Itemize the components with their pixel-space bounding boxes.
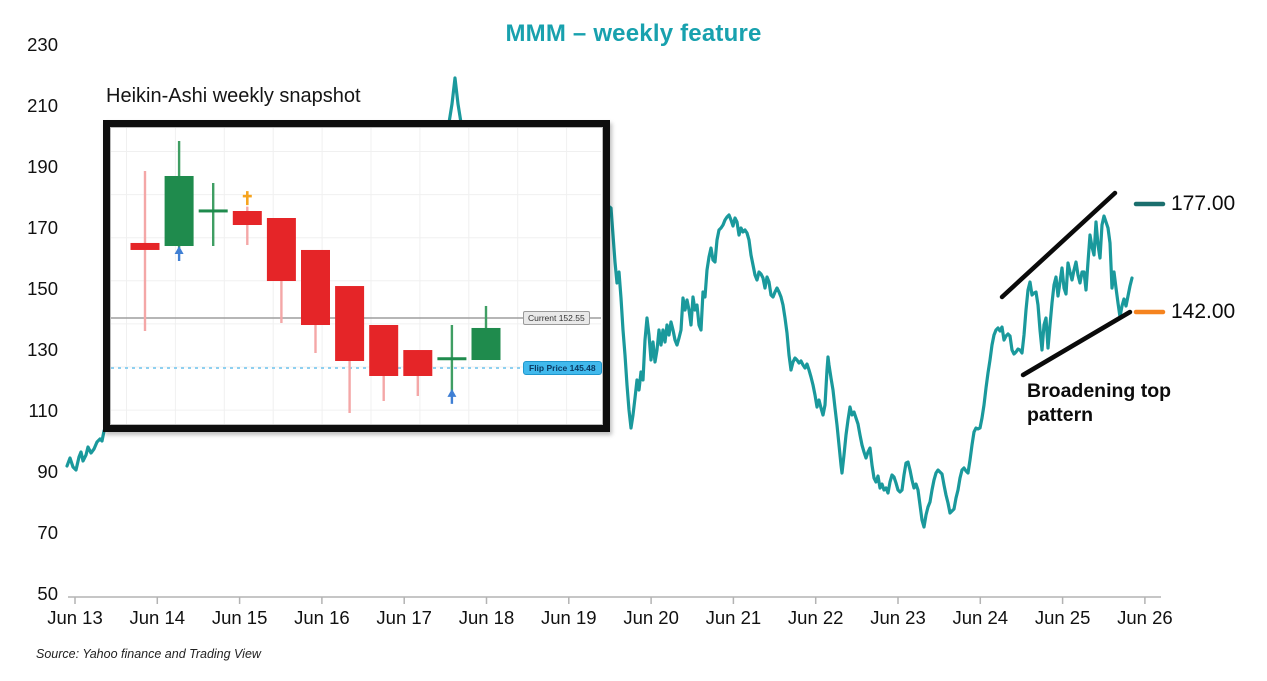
- heikin-ashi-inset-frame: [103, 120, 610, 432]
- x-tick-label: Jun 19: [541, 607, 597, 628]
- x-tick-label: Jun 18: [458, 607, 515, 628]
- x-tick-label: Jun 14: [129, 607, 186, 628]
- support-level-label: 142.00: [1171, 300, 1236, 323]
- flip-price-flag: Flip Price 145.48: [523, 361, 602, 375]
- y-tick-label: 190: [27, 155, 58, 177]
- y-tick-label: 110: [28, 399, 59, 421]
- pattern-annotation: Broadening top pattern: [1027, 379, 1171, 427]
- x-tick-label: Jun 21: [705, 607, 762, 628]
- y-tick-label: 90: [37, 460, 58, 482]
- current-price-flag: Current 152.55: [523, 311, 590, 325]
- y-tick-label: 50: [37, 582, 58, 604]
- inset-title: Heikin-Ashi weekly snapshot: [106, 85, 361, 107]
- y-tick-label: 210: [27, 94, 58, 116]
- x-tick-label: Jun 25: [1034, 607, 1091, 628]
- page-title: MMM – weekly feature: [505, 20, 762, 47]
- x-tick-label: Jun 24: [952, 607, 1009, 628]
- y-tick-label: 130: [27, 338, 58, 360]
- x-tick-label: Jun 13: [47, 607, 103, 628]
- x-tick-label: Jun 16: [294, 607, 350, 628]
- pattern-annotation-line2: pattern: [1027, 404, 1094, 426]
- x-tick-label: Jun 17: [376, 607, 432, 628]
- x-tick-label: Jun 22: [787, 607, 844, 628]
- x-tick-label: Jun 15: [211, 607, 268, 628]
- x-tick-label: Jun 26: [1117, 607, 1173, 628]
- pattern-annotation-line1: Broadening top: [1027, 380, 1172, 402]
- y-tick-label: 70: [37, 521, 58, 543]
- y-tick-label: 150: [27, 277, 58, 299]
- y-tick-label: 230: [27, 34, 58, 55]
- resistance-level-label: 177.00: [1171, 192, 1236, 215]
- x-tick-label: Jun 23: [870, 607, 926, 628]
- source-note: Source: Yahoo finance and Trading View: [36, 647, 261, 661]
- x-tick-label: Jun 20: [623, 607, 679, 628]
- y-tick-label: 170: [27, 216, 58, 238]
